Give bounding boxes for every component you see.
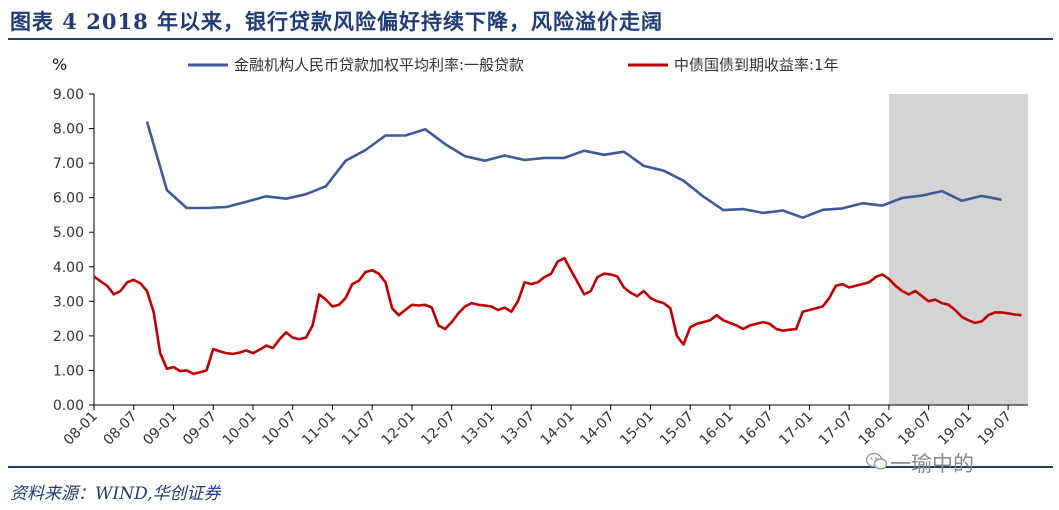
x-tick-label: 08-01 [61,409,101,449]
series-line-1 [145,121,1002,219]
series-layer [93,121,1022,376]
y-tick-label: 3.00 [53,294,84,310]
x-tick-label: 19-07 [975,409,1015,449]
y-tick-label: 6.00 [53,191,84,207]
x-tick-label: 14-07 [577,409,617,449]
x-tick-label: 17-01 [776,409,816,449]
y-tick-label: 1.00 [53,363,84,379]
x-tick-label: 12-07 [418,409,458,449]
x-tick-label: 09-07 [180,409,220,449]
shaded-period [888,94,1028,405]
x-tick-label: 16-07 [736,409,776,449]
shaded-region-layer [888,94,1028,405]
x-tick-label: 10-01 [220,409,260,449]
source-note: 资料来源：WIND,华创证券 [10,484,221,504]
y-tick-label: 7.00 [53,156,84,172]
x-tick-label: 15-01 [617,409,657,449]
x-tick-label: 19-01 [935,409,975,449]
x-tick-label: 17-07 [816,409,856,449]
x-tick-label: 16-01 [697,409,737,449]
x-tick-label: 09-01 [140,409,180,449]
y-tick-label: 4.00 [53,260,84,276]
title-rule [8,38,1053,40]
series-line-2 [93,256,1022,376]
x-tick-label: 08-07 [100,409,140,449]
x-tick-label: 15-07 [657,409,697,449]
legend-label-2: 中债国债到期收益率:1年 [674,56,839,74]
watermark-text: 一瑜中的 [890,452,974,476]
x-tick-label: 11-01 [299,409,339,449]
y-tick-label: 8.00 [53,122,84,138]
y-tick-label: 0.00 [53,398,84,414]
legend-label-1: 金融机构人民币贷款加权平均利率:一般贷款 [234,56,524,74]
y-tick-label: 9.00 [53,87,84,103]
x-tick-label: 13-07 [498,409,538,449]
line-chart: 0.00 1.00 2.00 3.00 4.00 5.00 6.00 7.00 8.00 9.00… [52,55,1028,449]
y-tick-label: 5.00 [53,225,84,241]
header: 图表 4 2018 年以来，银行贷款风险偏好持续下降，风险溢价走阔 [0,0,1059,40]
x-tick-label: 11-07 [339,409,379,449]
x-tick-label: 12-01 [379,409,419,449]
axes-layer: 0.00 1.00 2.00 3.00 4.00 5.00 6.00 7.00 8.00 9.00… [53,87,1028,449]
footer-rule [8,466,1053,468]
y-axis-unit-label: % [52,55,67,74]
y-tick-label: 2.00 [53,329,84,345]
x-tick-label: 18-01 [856,409,896,449]
wechat-icon [866,452,888,470]
x-tick-label: 13-01 [458,409,498,449]
legend: 金融机构人民币贷款加权平均利率:一般贷款 中债国债到期收益率:1年 [188,56,839,74]
x-tick-label: 18-07 [895,409,935,449]
x-tick-label: 10-07 [259,409,299,449]
figure-title: 图表 4 2018 年以来，银行贷款风险偏好持续下降，风险溢价走阔 [10,9,663,34]
x-tick-label: 14-01 [538,409,578,449]
